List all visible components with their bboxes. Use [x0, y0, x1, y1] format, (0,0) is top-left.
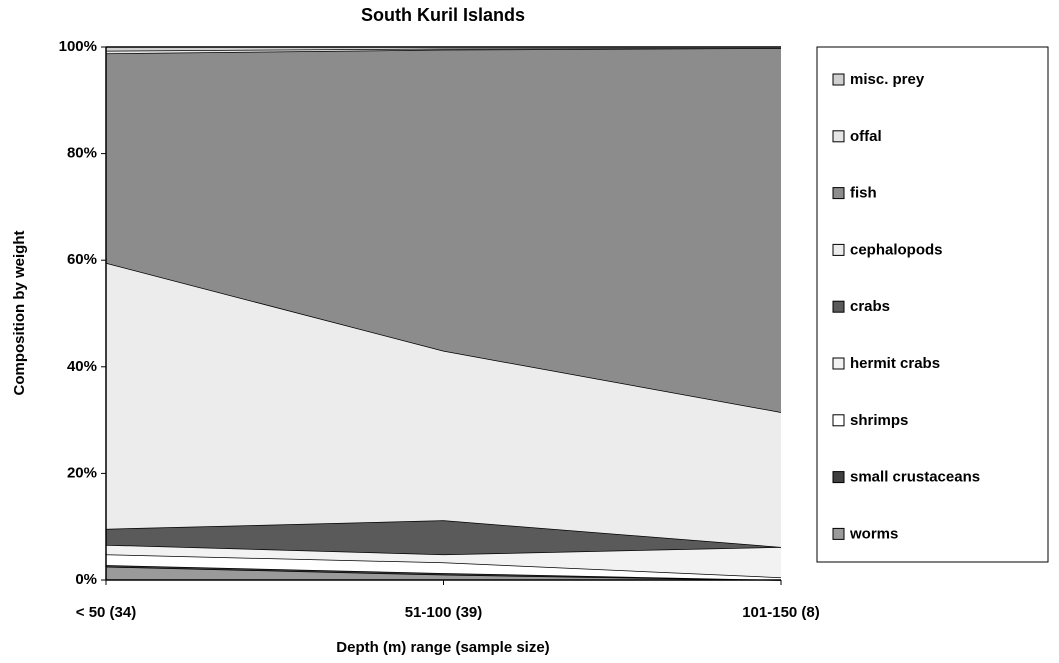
legend-swatch [832, 471, 845, 484]
legend-label: crabs [850, 298, 890, 315]
y-tick-label: 0% [75, 571, 97, 588]
y-tick-label: 80% [67, 145, 97, 162]
area [106, 262, 781, 547]
area [106, 566, 781, 580]
x-tick-label: 51-100 (39) [405, 604, 483, 621]
legend-label: shrimps [850, 412, 908, 429]
y-tick-label: 100% [59, 38, 97, 55]
area [106, 520, 781, 555]
legend-label: fish [850, 185, 877, 202]
legend-swatch [832, 130, 845, 143]
legend-swatch [832, 414, 845, 427]
y-axis-label: Composition by weight [11, 231, 28, 396]
y-tick-label: 20% [67, 464, 97, 481]
x-axis-label: Depth (m) range (sample size) [336, 639, 549, 656]
x-tick-label: < 50 (34) [76, 604, 136, 621]
legend-label: cephalopods [850, 241, 943, 258]
legend-box [816, 46, 1049, 563]
legend-swatch [832, 527, 845, 540]
area [106, 554, 781, 580]
legend-swatch [832, 357, 845, 370]
legend-label: hermit crabs [850, 355, 940, 372]
area [106, 47, 781, 51]
y-tick-label: 60% [67, 251, 97, 268]
y-tick-label: 40% [67, 358, 97, 375]
x-tick-label: 101-150 (8) [742, 604, 820, 621]
legend-label: worms [849, 525, 898, 542]
legend-label: small crustaceans [850, 469, 980, 486]
area [106, 544, 781, 578]
chart-title: South Kuril Islands [361, 5, 525, 25]
legend-label: misc. prey [850, 71, 925, 88]
legend-swatch [832, 300, 845, 313]
legend-swatch [832, 73, 845, 86]
area [106, 48, 781, 413]
legend-swatch [832, 243, 845, 256]
legend-label: offal [850, 128, 882, 145]
legend-swatch [832, 187, 845, 200]
